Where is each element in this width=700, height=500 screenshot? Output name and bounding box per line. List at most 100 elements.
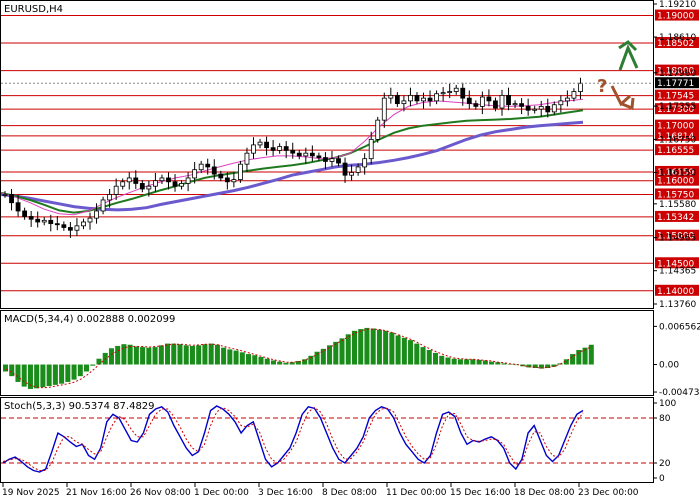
price-candles [2, 77, 583, 238]
price-level-label: 1.16814 [657, 132, 694, 142]
candle-body [349, 172, 354, 176]
macd-bar [46, 364, 52, 387]
macd-bar [90, 364, 96, 366]
candle-body [146, 185, 152, 190]
macd-bar [383, 330, 389, 365]
macd-bar [165, 343, 171, 365]
candle-body [81, 221, 86, 227]
macd-bar [308, 355, 314, 365]
time-tick-label: 19 Nov 2025 [2, 488, 60, 498]
candle-body [408, 94, 413, 102]
macd-bar [146, 347, 152, 365]
macd-bar [270, 360, 276, 365]
price-level-lines: 1.19000 1.18502 1.18000 1.17545 1.17300 1.170… [1, 9, 699, 297]
macd-axis: 0.006562 0.00 -0.004734 [653, 322, 700, 398]
candle-body [512, 103, 518, 106]
macd-histogram [3, 327, 594, 389]
macd-bar [289, 362, 295, 365]
macd-bar [339, 338, 345, 365]
macd-bar [445, 357, 451, 365]
macd-bar [246, 354, 252, 365]
macd-bar [302, 359, 308, 365]
time-tick-label: 8 Dec 08:00 [322, 488, 377, 498]
candle-body [545, 105, 551, 113]
price-level-tag [655, 284, 699, 296]
candle-body [120, 181, 126, 187]
time-tick-label: 3 Dec 16:00 [258, 488, 313, 498]
macd-bar [40, 364, 46, 388]
macd-bar [59, 364, 65, 384]
price-axis: 1.19210 1.18610 1.17960 1.17355 1.16750 1.161… [653, 0, 696, 310]
price-level-tag [655, 144, 699, 156]
macd-bar [464, 359, 470, 365]
candle-body [440, 92, 446, 95]
stoch-tick-label: 100 [659, 399, 676, 409]
macd-bar [3, 364, 9, 372]
candle-body [493, 100, 498, 109]
price-level-label: 1.14000 [657, 287, 694, 297]
price-level-tag [655, 210, 699, 222]
candle-body [381, 97, 387, 121]
candle-body [538, 105, 544, 110]
candle-body [264, 141, 269, 149]
candle-body [211, 166, 217, 175]
price-level-label: 1.14500 [657, 259, 694, 269]
candle-body [270, 147, 276, 151]
macd-bar [408, 340, 414, 365]
macd-bar [258, 356, 264, 365]
macd-bar [327, 345, 333, 365]
candle-body [466, 97, 472, 105]
price-level-tag [655, 64, 699, 76]
candle-body [342, 162, 348, 176]
stoch-tick-label: 80 [659, 414, 671, 424]
price-level-tag [655, 103, 699, 115]
macd-bar [84, 364, 90, 372]
price-level-label: 1.18000 [657, 67, 694, 77]
price-level-tag [655, 229, 699, 241]
candle-body [578, 82, 583, 92]
macd-bar [389, 332, 395, 365]
macd-bar [189, 345, 195, 365]
price-level-label: 1.19000 [657, 12, 694, 22]
candle-body [323, 157, 328, 162]
price-level-label: 1.15750 [657, 190, 694, 200]
candle-body [434, 93, 439, 102]
candle-body [22, 210, 28, 217]
candle-body [107, 194, 113, 201]
candle-body [224, 177, 230, 183]
price-level-tag [655, 165, 699, 177]
candle-body [394, 94, 400, 105]
macd-bar [351, 330, 357, 365]
macd-bar [439, 355, 445, 365]
macd-bar [221, 347, 227, 365]
price-tick-label: 1.19210 [659, 0, 696, 10]
price-tick-label: 1.17960 [659, 69, 696, 79]
macd-bar [214, 344, 220, 365]
candle-body [453, 87, 459, 92]
candle-body [414, 94, 420, 102]
candle-body [336, 158, 341, 164]
macd-bar [358, 329, 364, 365]
candle-body [48, 219, 54, 225]
candle-body [296, 152, 302, 157]
macd-bar [538, 364, 544, 369]
moving-average-line [0, 98, 584, 216]
price-tick-label: 1.15580 [659, 200, 696, 210]
price-tick-label: 1.16150 [659, 168, 696, 178]
macd-bar [545, 364, 551, 369]
price-level-tag [655, 89, 699, 101]
macd-bar [171, 343, 177, 365]
macd-bar [576, 349, 582, 365]
candle-body [238, 163, 243, 180]
candle-body [447, 91, 453, 94]
macd-bar [501, 363, 507, 365]
price-tick-label: 1.18610 [659, 33, 696, 43]
candle-body [257, 141, 263, 146]
stoch-title: Stoch(5,3,3) 90.5374 87.4829 [4, 401, 155, 412]
moving-average-lines [0, 98, 584, 216]
time-tick-label: 18 Dec 08:00 [514, 488, 575, 498]
candle-body [421, 97, 426, 102]
price-level-label: 1.17545 [657, 92, 694, 102]
candle-body [41, 219, 47, 223]
macd-bar [121, 344, 127, 365]
